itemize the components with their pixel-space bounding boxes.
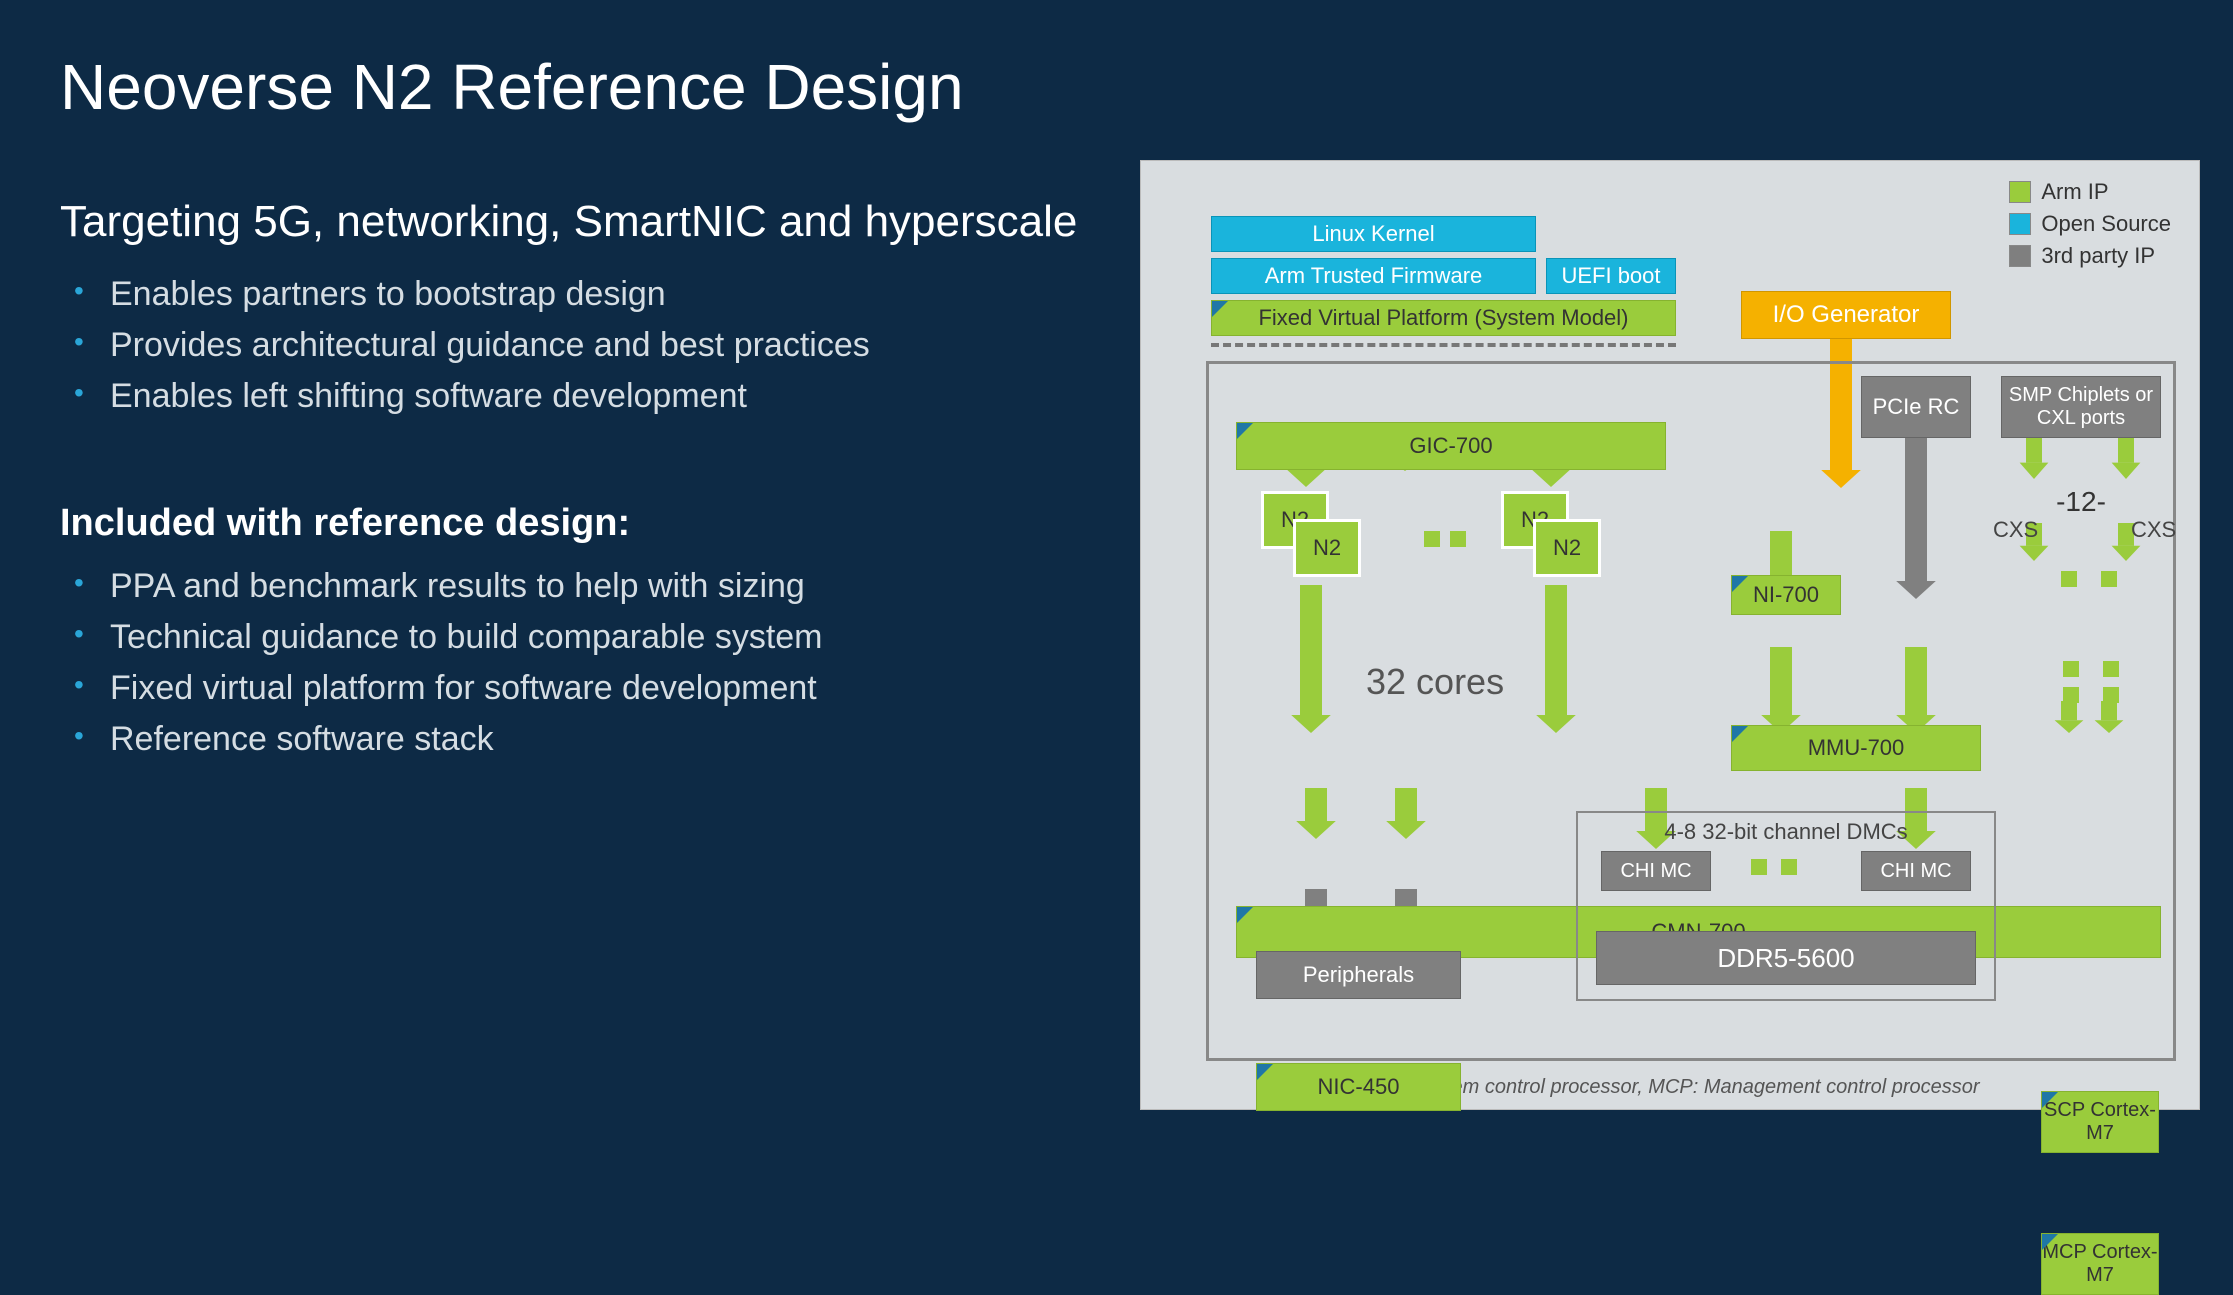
block-gic: GIC-700 xyxy=(1236,422,1666,470)
block-label: Arm Trusted Firmware xyxy=(1265,263,1483,289)
block-label: CHI MC xyxy=(1620,860,1691,883)
bullet-item: Enables partners to bootstrap design xyxy=(60,269,1100,320)
legend-arm-ip: Arm IP xyxy=(2009,179,2171,205)
dashed-divider xyxy=(1211,343,1676,347)
block-ni700: NI-700 xyxy=(1731,575,1841,615)
legend-3rd-party: 3rd party IP xyxy=(2009,243,2171,269)
block-label: SCP Cortex-M7 xyxy=(2042,1099,2158,1145)
chi-mc: CHI MC xyxy=(1601,851,1711,891)
text-column: Neoverse N2 Reference Design Targeting 5… xyxy=(0,0,1140,1121)
block-label: SMP Chiplets or CXL ports xyxy=(2002,384,2160,430)
block-label: GIC-700 xyxy=(1409,433,1492,459)
block-smp: SMP Chiplets or CXL ports xyxy=(2001,376,2161,438)
io-generator: I/O Generator xyxy=(1741,291,1951,339)
stack-atf: Arm Trusted Firmware xyxy=(1211,258,1536,294)
stack-linux: Linux Kernel xyxy=(1211,216,1536,252)
chi-mc: CHI MC xyxy=(1861,851,1971,891)
legend: Arm IP Open Source 3rd party IP xyxy=(2009,179,2171,275)
subtitle: Targeting 5G, networking, SmartNIC and h… xyxy=(60,194,1100,249)
dash-square xyxy=(2101,571,2117,587)
block-periph: Peripherals xyxy=(1256,951,1461,999)
block-pcie: PCIe RC xyxy=(1861,376,1971,438)
block-mcp: MCP Cortex-M7 xyxy=(2041,1233,2159,1295)
legend-open-source: Open Source xyxy=(2009,211,2171,237)
block-label: Linux Kernel xyxy=(1312,221,1434,247)
diagram-panel: Arm IP Open Source 3rd party IP SCP: Sys… xyxy=(1140,160,2200,1110)
ddr-block: DDR5-5600 xyxy=(1596,931,1976,985)
legend-label: Arm IP xyxy=(2041,179,2108,205)
n2-core-pair: N2N2 xyxy=(1501,491,1601,581)
bullet-item: PPA and benchmark results to help with s… xyxy=(60,561,1100,612)
n2-core-pair: N2N2 xyxy=(1261,491,1361,581)
bullet-item: Reference software stack xyxy=(60,714,1100,765)
dash-square xyxy=(1751,859,1767,875)
bullets-2: PPA and benchmark results to help with s… xyxy=(60,561,1100,765)
dash-square xyxy=(2063,661,2079,677)
block-label: NI-700 xyxy=(1753,582,1819,608)
slide-title: Neoverse N2 Reference Design xyxy=(60,50,1100,124)
ellipsis-dot xyxy=(1450,531,1466,547)
block-label: MCP Cortex-M7 xyxy=(2042,1241,2158,1287)
block-label: Fixed Virtual Platform (System Model) xyxy=(1258,305,1628,331)
stack-fvp: Fixed Virtual Platform (System Model) xyxy=(1211,300,1676,336)
bullet-item: Fixed virtual platform for software deve… xyxy=(60,663,1100,714)
block-label: I/O Generator xyxy=(1773,301,1920,329)
dmc-title: 4-8 32-bit channel DMCs xyxy=(1586,819,1986,845)
cxs-label: CXS xyxy=(1993,517,2038,543)
n2-core: N2 xyxy=(1293,519,1361,577)
section-head-2: Included with reference design: xyxy=(60,502,1100,545)
dash-square xyxy=(2061,571,2077,587)
diagram-column: Arm IP Open Source 3rd party IP SCP: Sys… xyxy=(1140,160,2220,1121)
bullets-1: Enables partners to bootstrap designProv… xyxy=(60,269,1100,422)
block-nic450: NIC-450 xyxy=(1256,1063,1461,1111)
n2-core: N2 xyxy=(1533,519,1601,577)
legend-swatch-cyan xyxy=(2009,213,2031,235)
cxs-label: CXS xyxy=(2131,517,2176,543)
dash-square xyxy=(2063,687,2079,703)
legend-label: 3rd party IP xyxy=(2041,243,2155,269)
dash-square xyxy=(2103,661,2119,677)
block-label: NIC-450 xyxy=(1318,1074,1400,1100)
legend-label: Open Source xyxy=(2041,211,2171,237)
legend-swatch-green xyxy=(2009,181,2031,203)
cores-label: 32 cores xyxy=(1366,661,1504,703)
bullet-item: Technical guidance to build comparable s… xyxy=(60,612,1100,663)
block-scp: SCP Cortex-M7 xyxy=(2041,1091,2159,1153)
dash-square xyxy=(2103,687,2119,703)
block-label: Peripherals xyxy=(1303,962,1414,988)
block-label: PCIe RC xyxy=(1873,394,1960,420)
bullet-item: Provides architectural guidance and best… xyxy=(60,320,1100,371)
legend-swatch-gray xyxy=(2009,245,2031,267)
ellipsis-dot xyxy=(1424,531,1440,547)
bullet-item: Enables left shifting software developme… xyxy=(60,371,1100,422)
block-label: MMU-700 xyxy=(1808,735,1905,761)
label-minus12: -12- xyxy=(2021,481,2141,523)
block-label: DDR5-5600 xyxy=(1717,943,1854,974)
stack-uefi: UEFI boot xyxy=(1546,258,1676,294)
block-label: UEFI boot xyxy=(1561,263,1660,289)
block-mmu: MMU-700 xyxy=(1731,725,1981,771)
block-label: CHI MC xyxy=(1880,860,1951,883)
dash-square xyxy=(1781,859,1797,875)
